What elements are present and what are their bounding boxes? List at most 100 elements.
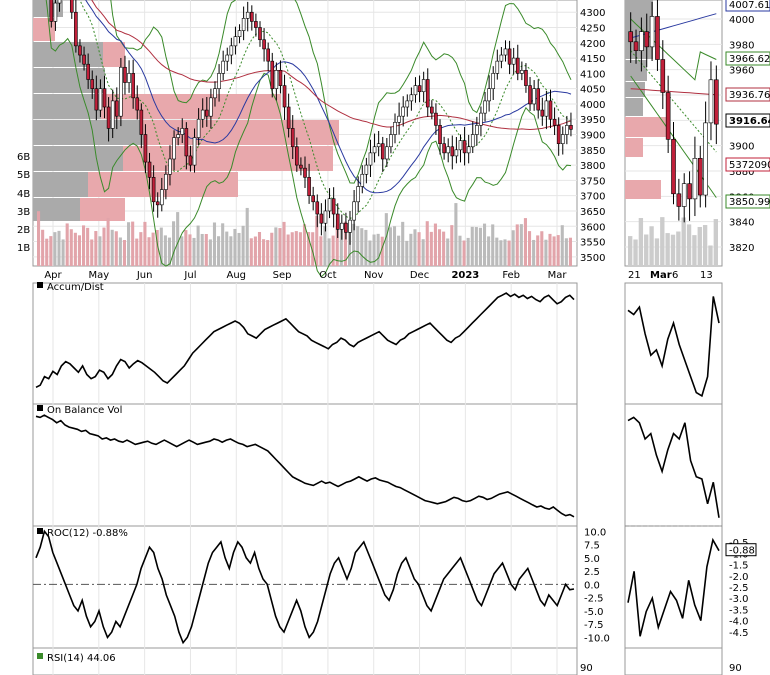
volume-bar: [487, 236, 491, 266]
candle-body: [155, 201, 160, 206]
candle-body: [409, 94, 414, 102]
candle-body: [98, 88, 103, 111]
volume-bar: [241, 225, 245, 266]
candle-body: [241, 18, 246, 31]
bollinger-upper-line: [110, 0, 572, 184]
inset-candle-body: [639, 31, 644, 51]
price-tick-label: 3850: [580, 146, 605, 157]
candle-body: [151, 177, 156, 203]
volume-bar: [212, 222, 217, 266]
volume-bar: [495, 237, 499, 266]
accum-dist-title: Accum/Dist: [47, 282, 104, 293]
candle-body: [237, 30, 242, 37]
inset-volume-bar: [713, 219, 718, 266]
candle-body: [565, 125, 569, 135]
candle-body: [348, 219, 352, 233]
volume-bar: [290, 232, 294, 266]
candle-body: [180, 128, 185, 135]
candle-body: [299, 164, 303, 169]
volume-bar: [217, 236, 221, 266]
volume-bar: [155, 229, 159, 266]
candle-body: [495, 60, 500, 74]
price-tick-label: 4000: [580, 100, 605, 111]
inset-volume-profile: [625, 82, 645, 97]
inset-volume-profile: [625, 117, 667, 137]
volume-bar: [86, 227, 90, 266]
inset-volume-bar: [681, 217, 686, 266]
price-tick-label: 4050: [580, 85, 605, 96]
volume-bar: [225, 231, 229, 266]
price-tick-label: 3600: [580, 222, 605, 233]
candle-body: [491, 73, 496, 89]
inset-rsi-panel: [624, 647, 723, 675]
volume-bar: [519, 224, 523, 266]
volume-bar: [466, 237, 470, 266]
inset-volume-bar: [686, 224, 692, 266]
candle-body: [307, 177, 311, 196]
volume-bar: [192, 237, 196, 266]
inset-roc-tick: -3.5: [729, 605, 749, 616]
candle-body: [184, 128, 189, 157]
volume-bar: [77, 235, 82, 266]
inset-obv-panel: [624, 403, 723, 527]
volume-bar: [139, 232, 143, 266]
accum-dist-panel: [32, 282, 578, 405]
candle-body: [548, 100, 553, 120]
volume-bar: [523, 218, 527, 266]
roc-tick-label: 10.0: [584, 527, 606, 538]
accum-dist-line: [35, 292, 575, 389]
volume-bar: [45, 238, 49, 266]
candle-body: [532, 88, 536, 105]
inset-volume-profile: [625, 138, 643, 157]
inset-price-tick: 3840: [729, 218, 754, 229]
volume-bar: [478, 227, 482, 266]
volume-bar: [364, 229, 368, 266]
inset-price-tick: 3960: [729, 66, 754, 77]
candle-body: [499, 54, 504, 62]
inset-volume-bar: [660, 217, 665, 266]
candle-body: [57, 0, 62, 4]
candle-body: [462, 140, 467, 154]
volume-bar: [372, 234, 376, 266]
volume-tick-label: 5B: [17, 170, 30, 181]
inset-candle-body: [687, 183, 692, 200]
roc-tick-label: 0.0: [584, 580, 600, 591]
volume-bar: [401, 221, 405, 266]
inset-volume-bar: [665, 233, 670, 266]
roc-title-marker: [37, 528, 43, 534]
candle-body: [421, 79, 426, 93]
candle-body: [176, 134, 180, 138]
volume-bar: [237, 232, 241, 266]
candle-body: [511, 57, 516, 65]
volume-bar: [98, 236, 102, 266]
volume-bar: [253, 236, 257, 266]
inset-volume-bar: [649, 226, 654, 266]
volume-bar: [368, 240, 372, 266]
inset-price-label-box: [725, 51, 770, 66]
month-tick-label: Jul: [183, 270, 196, 281]
accum-dist-title-marker: [37, 282, 43, 288]
month-tick-label: May: [88, 270, 109, 281]
candle-body: [528, 85, 532, 105]
candle-body: [53, 2, 58, 22]
candle-body: [221, 60, 225, 74]
candle-body: [278, 70, 283, 86]
volume-bar: [511, 230, 515, 266]
volume-bar: [425, 221, 429, 266]
month-tick-label: 2023: [451, 270, 479, 281]
candle-body: [127, 73, 131, 83]
candle-body: [446, 146, 451, 154]
inset-volume-bar: [633, 239, 638, 266]
price-tick-label: 3750: [580, 176, 605, 187]
candle-body: [82, 54, 86, 65]
candle-body: [229, 45, 234, 56]
inset-roc-value: -0.88: [729, 546, 755, 557]
volume-bar: [65, 223, 69, 266]
inset-price-label: 3850.99: [729, 197, 770, 208]
inset-x-tick: Mar: [650, 270, 672, 281]
price-tick-label: 4100: [580, 69, 605, 80]
volume-bar: [196, 225, 200, 266]
candle-body: [364, 164, 369, 175]
inset-price-label-box: [725, 194, 770, 209]
